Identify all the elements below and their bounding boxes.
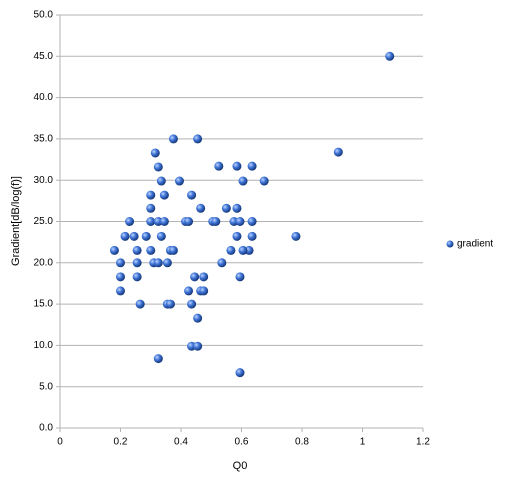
point — [109, 245, 119, 255]
point — [217, 258, 227, 268]
point — [385, 51, 395, 61]
point — [120, 231, 130, 241]
point — [193, 313, 203, 323]
point — [125, 217, 135, 226]
point — [116, 272, 125, 282]
point — [193, 341, 203, 351]
point — [184, 217, 194, 226]
point — [168, 245, 178, 255]
point — [116, 258, 125, 268]
point — [129, 231, 139, 241]
point — [162, 258, 172, 268]
point — [132, 272, 142, 282]
point — [150, 148, 160, 158]
y-tick-label: 50.0 — [34, 10, 54, 21]
y-tick-label: 40.0 — [34, 92, 54, 103]
point — [221, 203, 231, 213]
point — [211, 217, 221, 226]
point — [235, 272, 245, 282]
point — [135, 299, 145, 309]
point — [159, 190, 169, 200]
point — [190, 272, 200, 282]
point — [232, 231, 242, 241]
point — [153, 354, 163, 364]
legend-label: gradient — [457, 239, 493, 250]
point — [259, 176, 269, 186]
x-axis-title: Q0 — [233, 460, 248, 472]
point — [159, 217, 169, 226]
point — [146, 217, 156, 226]
point — [235, 217, 245, 226]
point — [132, 245, 142, 255]
point — [146, 190, 156, 200]
point — [168, 134, 178, 144]
point — [238, 245, 248, 255]
legend-marker — [446, 240, 454, 248]
y-tick-label: 0.0 — [39, 423, 53, 434]
y-tick-label: 10.0 — [34, 340, 54, 351]
x-tick-label: 0.8 — [295, 437, 309, 448]
x-tick-label: 1 — [360, 437, 366, 448]
point — [153, 258, 163, 268]
point — [165, 299, 175, 309]
point — [226, 245, 236, 255]
x-tick-label: 0.2 — [114, 437, 128, 448]
x-tick-label: 0.4 — [174, 437, 188, 448]
y-tick-label: 35.0 — [34, 134, 54, 145]
point — [187, 190, 197, 200]
point — [141, 231, 151, 241]
x-tick-label: 0.6 — [235, 437, 249, 448]
point — [199, 286, 209, 296]
y-tick-label: 45.0 — [34, 51, 54, 62]
y-tick-label: 15.0 — [34, 299, 54, 310]
point — [214, 161, 224, 171]
point — [116, 286, 125, 296]
y-axis-title: Gradient[dB/log(f)] — [10, 176, 22, 266]
y-tick-label: 20.0 — [34, 257, 54, 268]
point — [196, 203, 206, 213]
x-tick-label: 1.2 — [416, 437, 430, 448]
point — [247, 231, 257, 241]
point — [153, 162, 163, 172]
point — [146, 245, 156, 255]
point — [174, 176, 184, 186]
point — [146, 203, 156, 213]
point — [247, 161, 257, 171]
point — [247, 217, 257, 226]
point — [232, 203, 242, 213]
point — [235, 368, 245, 378]
point — [156, 176, 166, 186]
point — [199, 272, 209, 282]
x-tick-label: 0 — [57, 437, 63, 448]
point — [193, 134, 203, 144]
y-tick-label: 25.0 — [34, 216, 54, 227]
point — [184, 286, 194, 296]
y-tick-label: 5.0 — [39, 381, 53, 392]
point — [132, 258, 142, 268]
point — [291, 231, 301, 241]
point — [238, 176, 248, 186]
point — [156, 231, 166, 241]
point — [333, 147, 343, 157]
point — [232, 161, 242, 171]
point — [187, 299, 197, 309]
y-tick-label: 30.0 — [34, 175, 54, 186]
